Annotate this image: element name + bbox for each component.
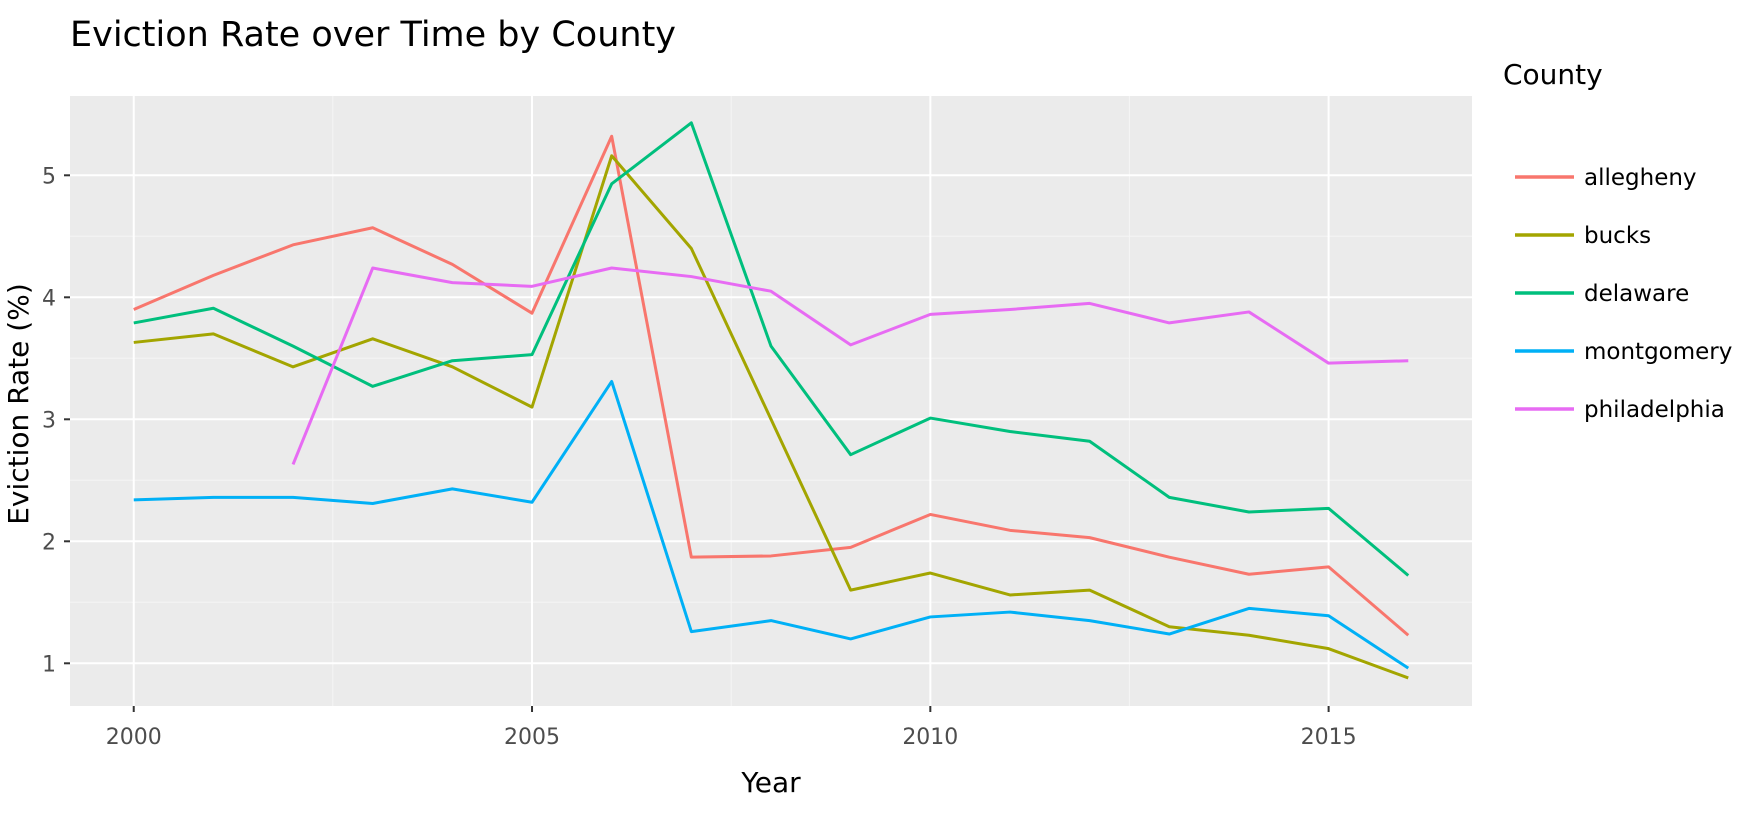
series-line-montgomery xyxy=(133,379,1410,670)
y-tick-label: 3 xyxy=(42,408,56,433)
x-tick-label: 2005 xyxy=(504,725,560,750)
legend-label-montgomery: montgomery xyxy=(1584,339,1732,365)
y-tick-label: 4 xyxy=(42,286,56,311)
legend-label-philadelphia: philadelphia xyxy=(1584,397,1725,423)
legend-label-delaware: delaware xyxy=(1584,281,1689,307)
y-axis: 1 2 3 4 5 xyxy=(42,164,70,677)
y-tick-label: 2 xyxy=(42,530,56,555)
legend-item-bucks: bucks xyxy=(1515,223,1651,249)
x-axis-title: Year xyxy=(740,766,801,799)
legend-item-allegheny: allegheny xyxy=(1515,165,1697,191)
series-layer xyxy=(133,121,1410,680)
chart-title: Eviction Rate over Time by County xyxy=(70,15,676,55)
series-line-philadelphia xyxy=(291,266,1409,466)
x-tick-label: 2010 xyxy=(902,725,958,750)
legend-item-delaware: delaware xyxy=(1515,281,1689,307)
y-tick-label: 1 xyxy=(42,652,56,677)
x-tick-label: 2000 xyxy=(106,725,162,750)
legend-title: County xyxy=(1503,58,1603,91)
legend-items: allegheny bucks delaware montgomery philadel… xyxy=(1515,165,1732,423)
series-line-delaware xyxy=(133,121,1410,577)
legend-label-allegheny: allegheny xyxy=(1584,165,1697,191)
series-line-bucks xyxy=(133,154,1409,680)
series-line-allegheny xyxy=(133,134,1410,637)
x-tick-label: 2015 xyxy=(1301,725,1357,750)
legend-label-bucks: bucks xyxy=(1584,223,1651,249)
legend-item-philadelphia: philadelphia xyxy=(1515,397,1725,423)
legend: County allegheny bucks delaware montgomery p… xyxy=(1503,58,1732,423)
plot-panel xyxy=(70,96,1472,706)
y-tick-label: 5 xyxy=(42,164,56,189)
grid-minor xyxy=(70,96,1472,706)
x-axis: 2000 2005 2010 2015 xyxy=(106,706,1357,750)
y-axis-title: Eviction Rate (%) xyxy=(2,283,35,525)
legend-item-montgomery: montgomery xyxy=(1515,339,1732,365)
